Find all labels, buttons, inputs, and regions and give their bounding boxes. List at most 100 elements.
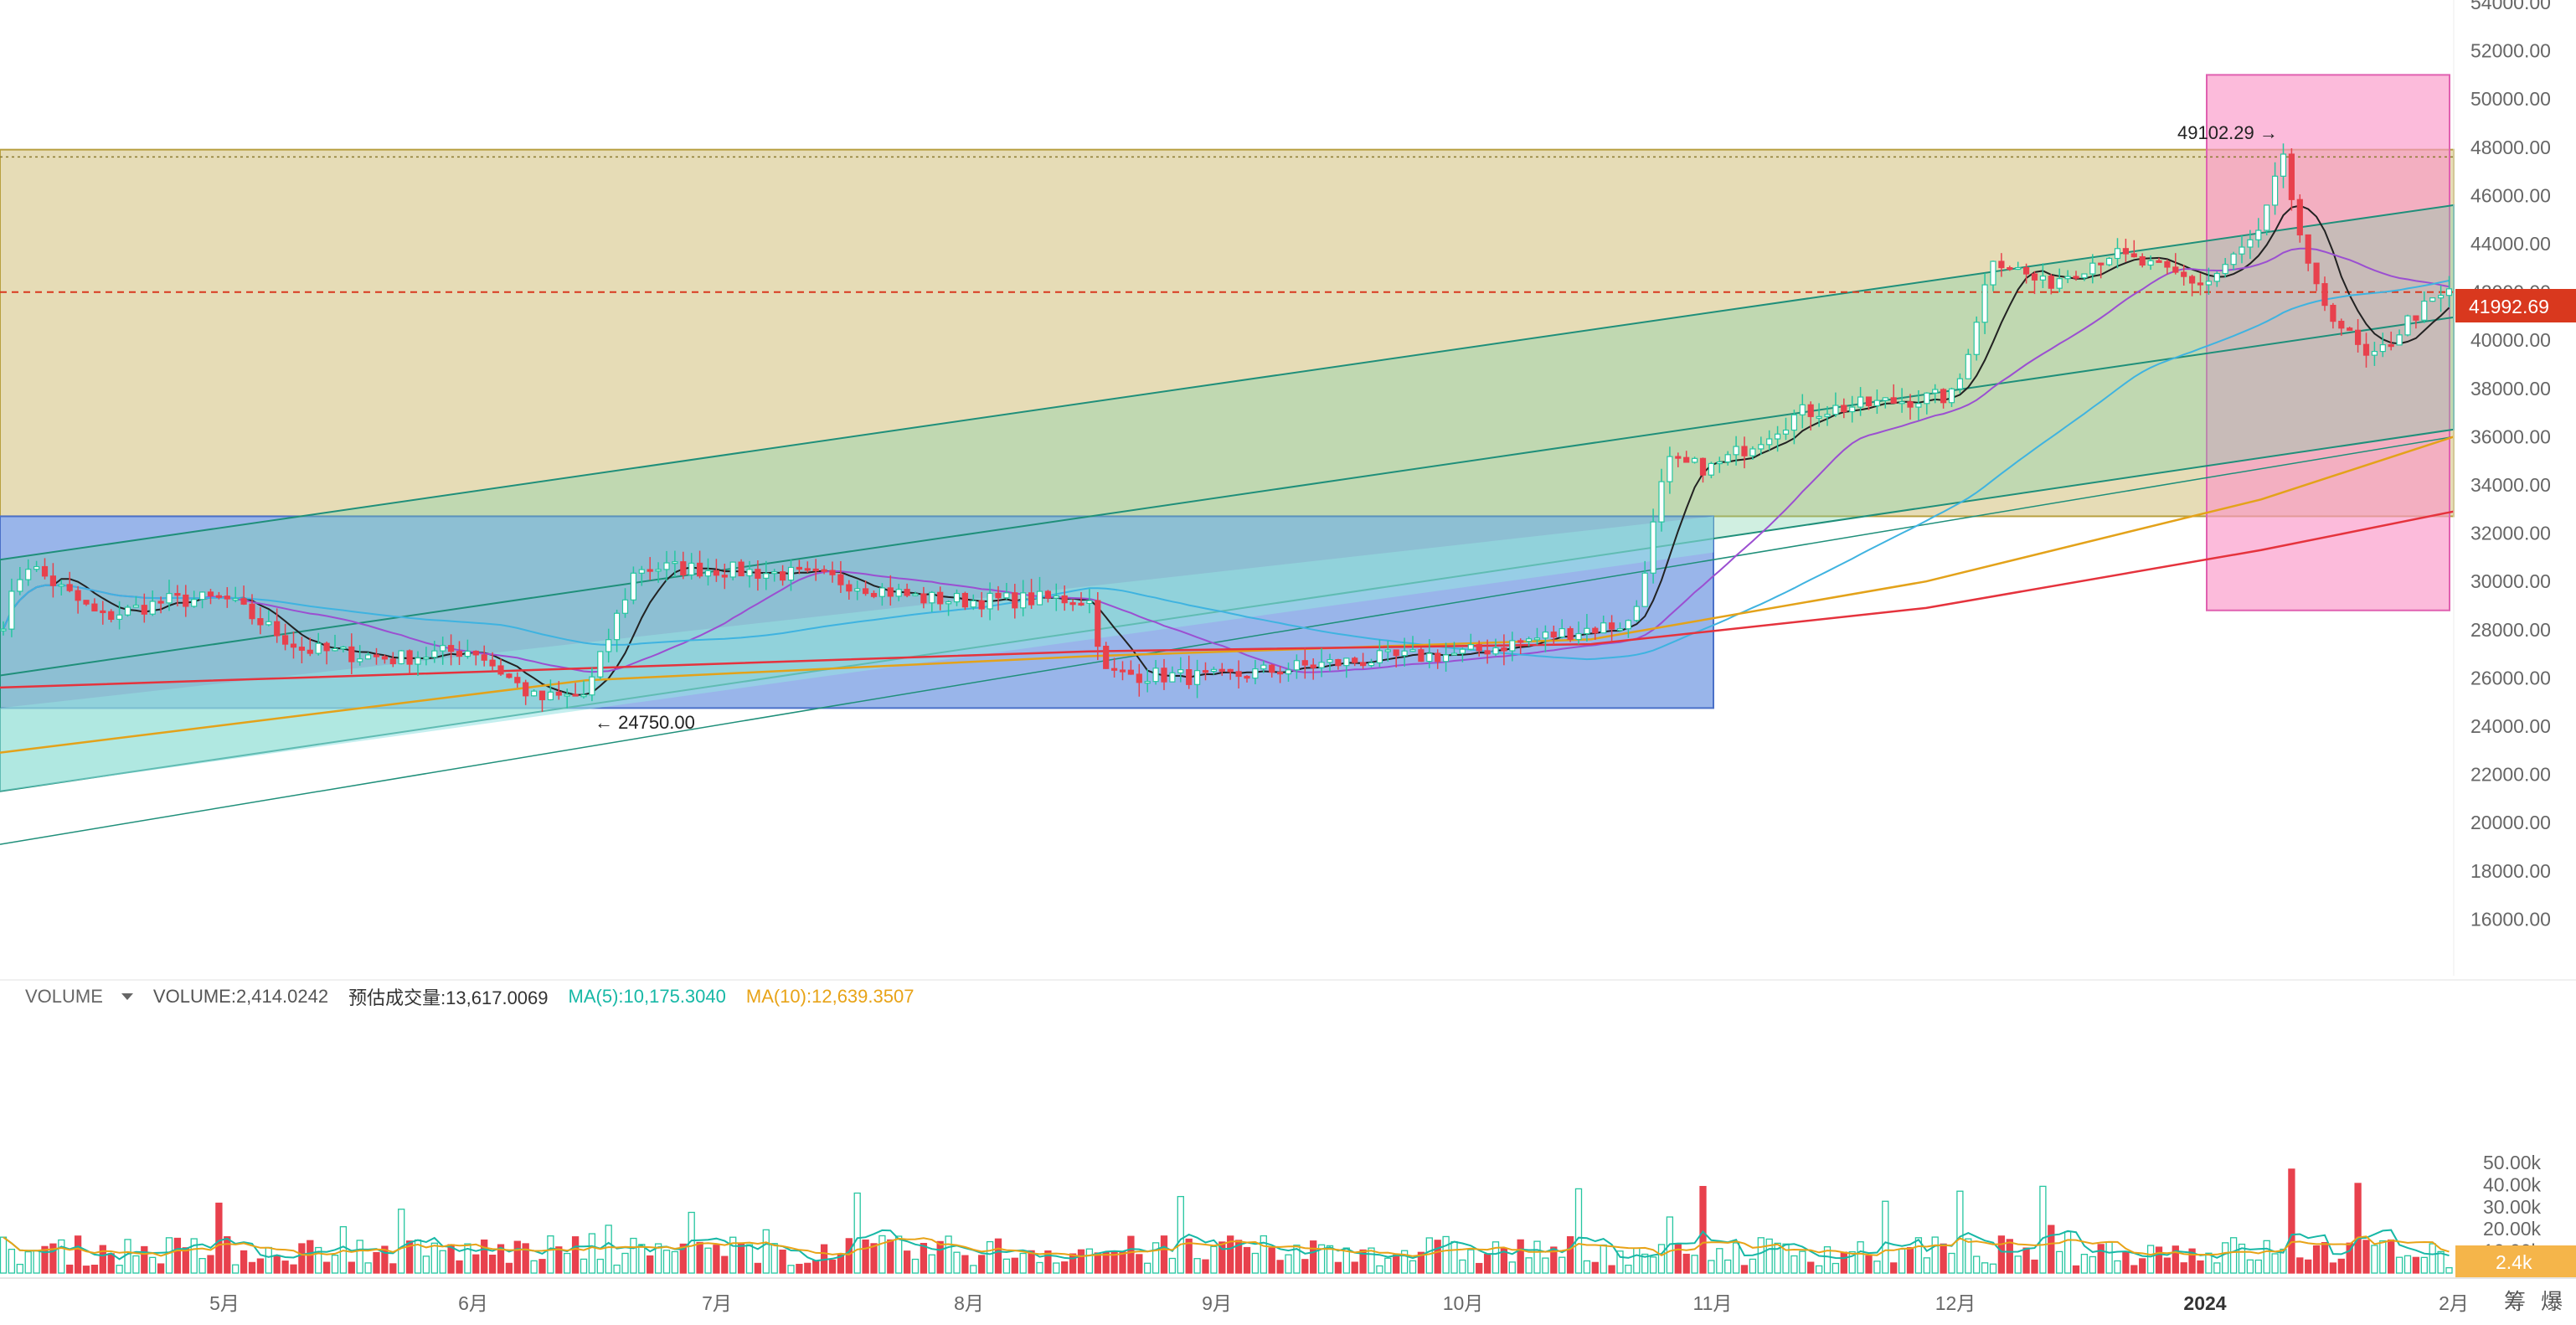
volume-bar: [82, 1266, 90, 1274]
candle-body: [2213, 272, 2220, 282]
volume-bar: [1865, 1255, 1873, 1274]
volume-bar: [2080, 1254, 2089, 1274]
candle-body: [141, 605, 147, 615]
volume-bar: [1517, 1239, 1524, 1274]
volume-bar: [953, 1251, 961, 1274]
volume-bar: [2288, 1168, 2295, 1274]
candle-body: [1335, 658, 1342, 667]
candle-body: [1890, 397, 1897, 404]
candle-body: [2164, 260, 2171, 268]
candle-body: [1633, 606, 1640, 621]
volume-bar: [1740, 1265, 1749, 1274]
candle-body: [1973, 322, 1980, 355]
volume-bar: [779, 1249, 786, 1274]
volume-bar: [1434, 1240, 1441, 1274]
candle-body: [373, 654, 380, 657]
ma-365-line: [0, 510, 2455, 689]
volume-bar: [580, 1258, 588, 1274]
volume-bar: [447, 1244, 455, 1274]
volume-bar: [1028, 1250, 1035, 1274]
volume-bar: [1119, 1251, 1126, 1274]
volume-bar: [970, 1265, 977, 1274]
volume-bar: [2222, 1242, 2229, 1274]
current-volume-tag: 2.4k: [2496, 1251, 2532, 1273]
liquidation-button[interactable]: 爆: [2541, 1289, 2563, 1314]
volume-bar: [1790, 1255, 1798, 1274]
volume-tick-label: 20.00k: [2483, 1218, 2542, 1240]
chevron-down-icon[interactable]: [121, 993, 133, 1000]
candle-body: [191, 599, 198, 607]
volume-bar: [547, 1235, 554, 1274]
volume-bar: [828, 1259, 837, 1274]
volume-tick-label: 40.00k: [2483, 1173, 2542, 1195]
candle-body: [2421, 301, 2428, 321]
volume-bar: [1583, 1260, 1591, 1274]
candle-body: [431, 650, 438, 658]
volume-bar: [2130, 1265, 2138, 1274]
candle-body: [2098, 262, 2105, 266]
candle-body: [1641, 572, 1648, 607]
current-price-tag: 41992.69: [2469, 296, 2549, 317]
time-tick-label: 11月: [1693, 1292, 1733, 1314]
chip-distribution-button[interactable]: 筹: [2504, 1289, 2527, 1314]
volume-bar: [439, 1250, 446, 1274]
candle-body: [1293, 660, 1301, 671]
time-tick-label: 7月: [702, 1292, 732, 1314]
candle-body: [1799, 404, 1806, 415]
candle-body: [787, 566, 795, 581]
volume-bar: [2305, 1259, 2312, 1274]
volume-bar: [2122, 1251, 2130, 1274]
volume-bar: [373, 1251, 380, 1274]
candle-body: [2189, 276, 2196, 284]
volume-bar: [1724, 1259, 1732, 1274]
indicator-selector[interactable]: VOLUME: [25, 986, 133, 1008]
cyan-band: [0, 516, 1713, 791]
candle-body: [506, 673, 513, 678]
volume-bar: [497, 1244, 505, 1274]
candle-body: [862, 588, 869, 595]
volume-bar: [978, 1255, 986, 1274]
volume-bar: [1210, 1245, 1218, 1274]
volume-bar: [630, 1237, 637, 1274]
candle-body: [1301, 660, 1308, 666]
candle-body: [1749, 448, 1756, 456]
candle-body: [1260, 664, 1267, 670]
volume-bar: [1061, 1261, 1069, 1274]
volume-bar: [173, 1237, 182, 1274]
candle-body: [2396, 334, 2403, 346]
volume-bar: [2321, 1241, 2329, 1274]
candle-body: [2197, 282, 2204, 286]
volume-ma5-line: [3, 1229, 2450, 1262]
volume-bar: [1310, 1240, 1317, 1274]
volume-bar: [1293, 1245, 1301, 1274]
volume-bar: [1616, 1250, 1624, 1274]
volume-bar: [2163, 1257, 2172, 1274]
candle-body: [630, 572, 637, 601]
candle-body: [929, 591, 935, 604]
volume-bar: [1566, 1235, 1574, 1274]
volume-bar: [1085, 1248, 1094, 1274]
candle-body: [771, 571, 778, 575]
candle-body: [1127, 669, 1135, 675]
current-volume-tag-bg: [2455, 1245, 2576, 1277]
candle-body: [1650, 521, 1656, 574]
candle-body: [1169, 672, 1176, 683]
candle-body: [796, 566, 803, 570]
candle-body: [2264, 204, 2270, 231]
volume-bar: [596, 1258, 604, 1274]
candle-body: [1435, 652, 1441, 662]
volume-bar: [2155, 1246, 2163, 1274]
candle-body: [332, 647, 338, 652]
candle-body: [1078, 602, 1084, 606]
candle-body: [1327, 658, 1333, 663]
candle-body: [721, 575, 728, 578]
volume-bar: [273, 1255, 281, 1274]
ma-medium-line: [3, 247, 2450, 673]
volume-bar: [621, 1252, 629, 1274]
volume-bar: [2188, 1248, 2196, 1274]
volume-bar: [2354, 1183, 2362, 1274]
volume-bar: [405, 1240, 414, 1274]
candle-body: [1053, 595, 1059, 599]
volume-bar: [647, 1255, 654, 1274]
